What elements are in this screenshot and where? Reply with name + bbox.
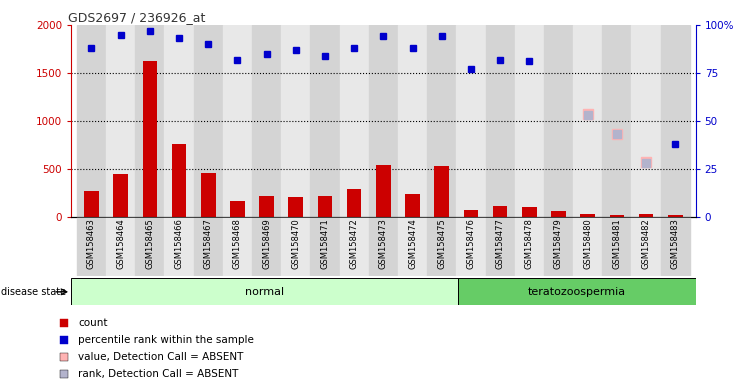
Text: GSM158481: GSM158481 [613, 218, 622, 269]
Bar [135, 25, 165, 217]
Text: GSM158467: GSM158467 [203, 218, 212, 269]
Text: GSM158473: GSM158473 [378, 218, 388, 269]
Bar [172, 144, 186, 217]
Bar [289, 197, 303, 217]
Bar [77, 217, 106, 276]
Bar [318, 196, 332, 217]
Text: percentile rank within the sample: percentile rank within the sample [79, 335, 254, 345]
Bar [114, 174, 128, 217]
Bar [573, 25, 602, 217]
Bar [106, 217, 135, 276]
Bar [281, 25, 310, 217]
Bar [458, 278, 696, 305]
Bar [515, 217, 544, 276]
Bar [631, 217, 660, 276]
Bar [631, 25, 660, 217]
Bar [230, 201, 245, 217]
Bar [456, 25, 485, 217]
Text: GSM158469: GSM158469 [262, 218, 271, 269]
Bar [602, 25, 631, 217]
Bar [573, 217, 602, 276]
Bar [544, 25, 573, 217]
Text: GSM158483: GSM158483 [671, 218, 680, 269]
Bar [143, 61, 157, 217]
Bar [77, 25, 106, 217]
Text: GSM158468: GSM158468 [233, 218, 242, 269]
Bar [639, 214, 653, 217]
Bar [201, 173, 215, 217]
Text: count: count [79, 318, 108, 328]
Bar [194, 25, 223, 217]
Bar [281, 217, 310, 276]
Bar [340, 217, 369, 276]
Bar [456, 217, 485, 276]
Text: GSM158472: GSM158472 [349, 218, 358, 269]
Bar [310, 217, 340, 276]
Bar [369, 217, 398, 276]
Bar [165, 217, 194, 276]
Bar [347, 189, 361, 217]
Bar [252, 217, 281, 276]
Bar [602, 217, 631, 276]
Bar [135, 217, 165, 276]
Bar [485, 217, 515, 276]
Bar [485, 25, 515, 217]
Text: normal: normal [245, 287, 284, 297]
Bar [668, 215, 682, 217]
Bar [398, 25, 427, 217]
Text: GSM158479: GSM158479 [554, 218, 563, 269]
Bar [398, 217, 427, 276]
Text: GSM158475: GSM158475 [438, 218, 447, 269]
Text: GSM158478: GSM158478 [525, 218, 534, 269]
Bar [252, 25, 281, 217]
Bar [310, 25, 340, 217]
Text: GSM158465: GSM158465 [145, 218, 154, 269]
Text: GSM158477: GSM158477 [496, 218, 505, 269]
Bar [427, 25, 456, 217]
Text: value, Detection Call = ABSENT: value, Detection Call = ABSENT [79, 352, 244, 362]
Text: GSM158482: GSM158482 [642, 218, 651, 269]
Text: teratozoospermia: teratozoospermia [527, 287, 626, 297]
Bar [260, 196, 274, 217]
Bar [660, 217, 690, 276]
Text: disease state: disease state [1, 287, 67, 297]
Bar [340, 25, 369, 217]
Text: rank, Detection Call = ABSENT: rank, Detection Call = ABSENT [79, 369, 239, 379]
Text: GSM158466: GSM158466 [174, 218, 183, 269]
Text: GSM158463: GSM158463 [87, 218, 96, 269]
Bar [405, 194, 420, 217]
Bar [223, 217, 252, 276]
Bar [106, 25, 135, 217]
Bar [660, 25, 690, 217]
Bar [522, 207, 536, 217]
Bar [427, 217, 456, 276]
Text: GSM158474: GSM158474 [408, 218, 417, 269]
Bar [165, 25, 194, 217]
Bar [85, 191, 99, 217]
Bar [71, 278, 458, 305]
Bar [194, 217, 223, 276]
Text: GSM158470: GSM158470 [291, 218, 300, 269]
Bar [376, 165, 390, 217]
Text: GSM158471: GSM158471 [320, 218, 329, 269]
Bar [544, 217, 573, 276]
Bar [464, 210, 478, 217]
Bar [551, 211, 565, 217]
Bar [493, 207, 507, 217]
Bar [223, 25, 252, 217]
Text: GSM158480: GSM158480 [583, 218, 592, 269]
Bar [610, 215, 624, 217]
Bar [580, 214, 595, 217]
Text: GSM158464: GSM158464 [116, 218, 125, 269]
Bar [369, 25, 398, 217]
Bar [435, 166, 449, 217]
Text: GSM158476: GSM158476 [467, 218, 476, 269]
Bar [515, 25, 544, 217]
Text: GDS2697 / 236926_at: GDS2697 / 236926_at [68, 11, 205, 24]
